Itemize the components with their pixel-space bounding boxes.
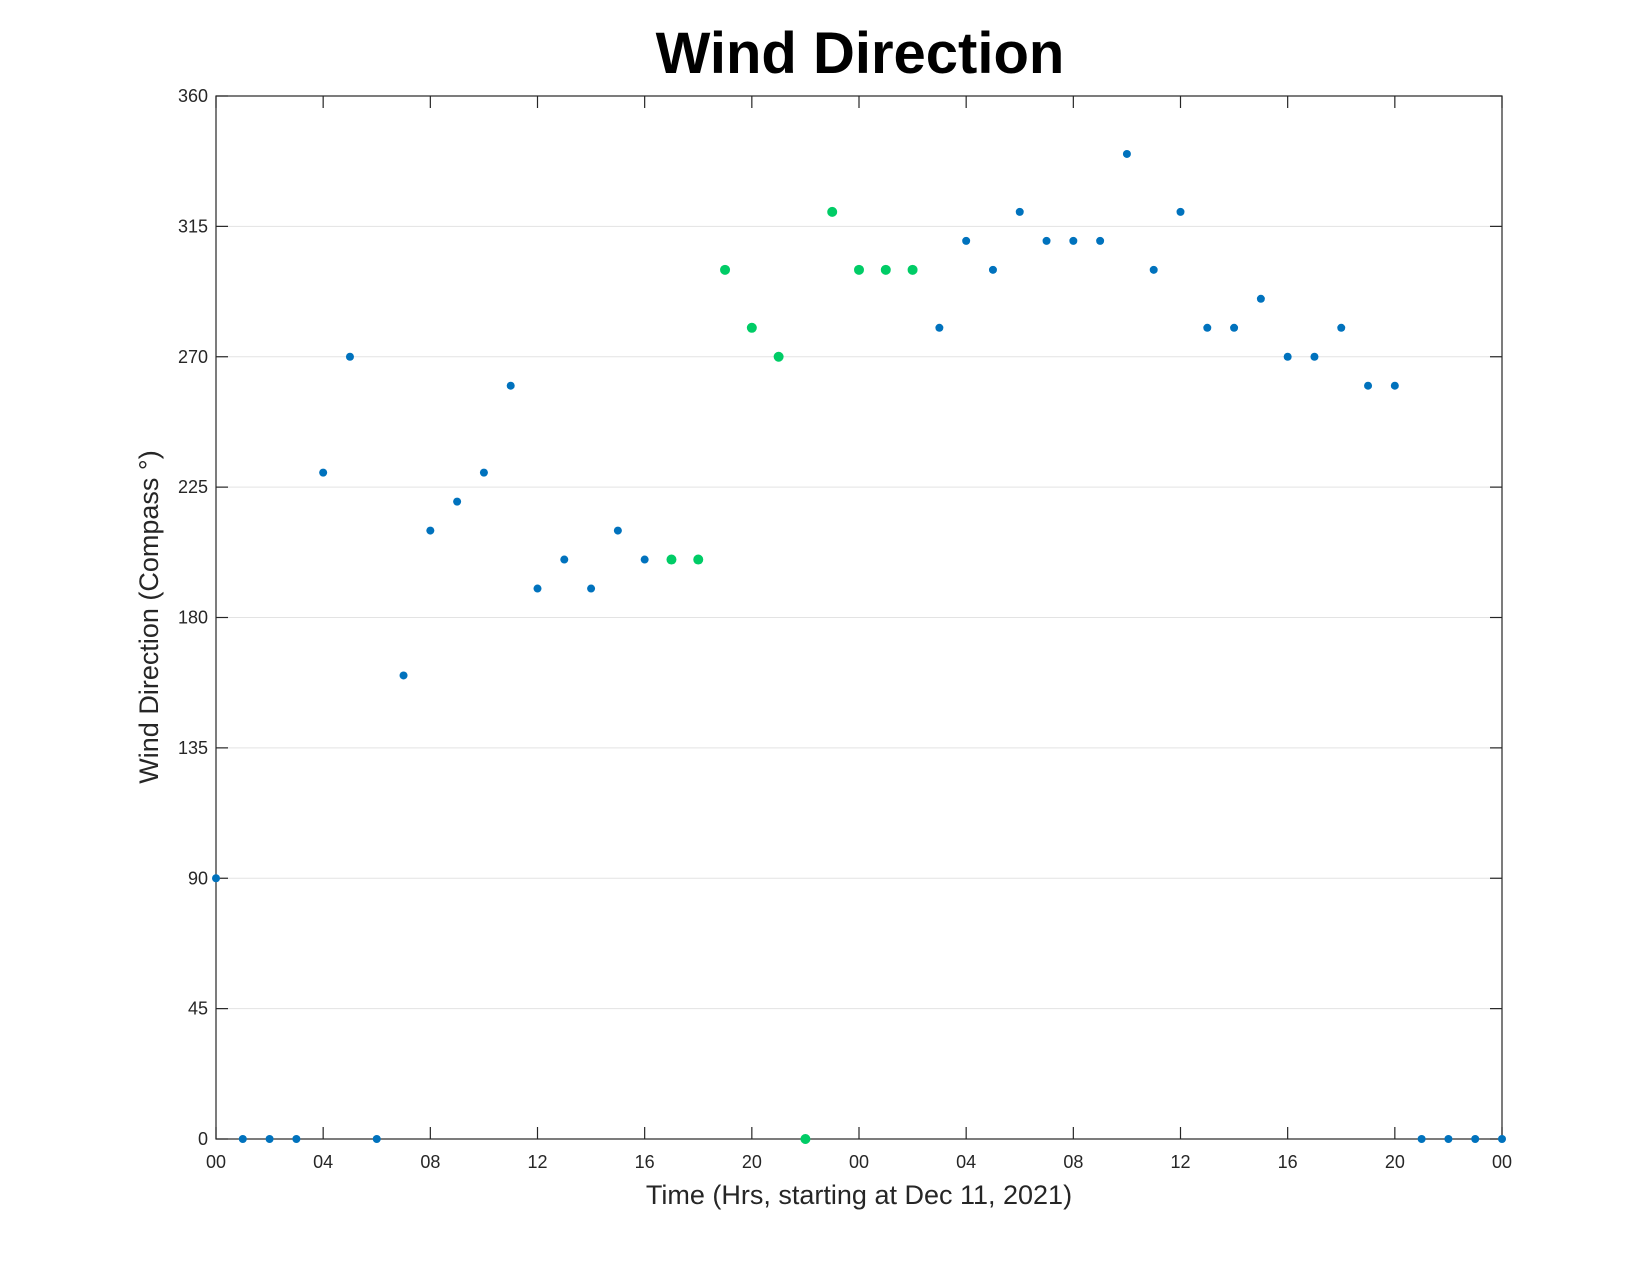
x-tick-label: 00 [849,1152,869,1172]
data-point [1337,323,1346,332]
y-tick-label: 90 [188,868,208,888]
y-tick-label: 135 [178,738,208,758]
data-point [746,322,757,333]
data-point [1390,381,1399,390]
y-axis-label: Wind Direction (Compass °) [134,450,164,783]
data-point [1498,1135,1506,1143]
y-tick-label: 270 [178,347,208,367]
data-point [345,352,354,361]
x-tick-label: 16 [1278,1152,1298,1172]
data-point [533,584,542,593]
data-point [1310,352,1319,361]
x-tick-label: 20 [1385,1152,1405,1172]
data-point [666,554,677,565]
y-tick-label: 225 [178,477,208,497]
x-tick-label: 12 [1170,1152,1190,1172]
data-point [854,264,864,275]
x-tick-label: 20 [742,1152,762,1172]
data-point [1015,207,1024,216]
data-point [265,1135,274,1143]
data-point [1042,236,1051,245]
y-tick-label: 180 [178,608,208,628]
data-point [1444,1135,1453,1143]
data-point [506,381,515,390]
data-point [479,468,488,477]
data-point [212,874,220,883]
data-point [1471,1135,1480,1143]
data-point [292,1135,301,1143]
y-tick-label: 0 [198,1129,208,1149]
chart-title: Wind Direction [656,21,1065,86]
data-point [720,264,731,275]
y-tick-label: 315 [178,216,208,236]
data-point [800,1134,811,1144]
data-point [1149,265,1158,274]
data-point [827,206,838,217]
grid-lines [216,225,1502,1010]
x-tick-label: 00 [206,1152,226,1172]
data-point [453,497,462,506]
data-point [1122,149,1131,158]
x-tick-label: 04 [313,1152,333,1172]
data-point [399,671,408,680]
x-axis-label: Time (Hrs, starting at Dec 11, 2021) [646,1180,1072,1210]
x-tick-label: 08 [420,1152,440,1172]
x-tick-label: 16 [635,1152,655,1172]
data-point [1230,323,1239,332]
data-point [372,1135,381,1143]
x-tick-label: 04 [956,1152,976,1172]
data-point [238,1135,247,1143]
data-point [1283,352,1292,361]
data-point [1203,323,1212,332]
data-point [935,323,944,332]
data-point [1364,381,1373,390]
data-point [1176,207,1185,216]
data-point [1417,1135,1426,1143]
y-tick-label: 45 [188,999,208,1019]
data-point [880,264,891,275]
data-point [640,555,649,564]
data-point [962,236,971,245]
data-point [560,555,569,564]
data-point [1256,294,1265,303]
data-points [212,149,1506,1144]
data-point [693,554,704,565]
data-point [907,264,918,275]
data-point [988,265,997,274]
data-point [587,584,596,593]
x-tick-label: 08 [1063,1152,1083,1172]
data-point [1069,236,1078,245]
data-point [319,468,328,477]
x-tick-label: 00 [1492,1152,1512,1172]
data-point [426,526,435,535]
data-point [1096,236,1105,245]
x-tick-label: 12 [527,1152,547,1172]
data-point [773,351,784,362]
y-tick-label: 360 [178,86,208,106]
data-point [613,526,622,535]
tick-labels: 0 45 90 135 180 225 270 315 360 00 04 08 12 16 20 00 04 0… [178,86,1512,1172]
